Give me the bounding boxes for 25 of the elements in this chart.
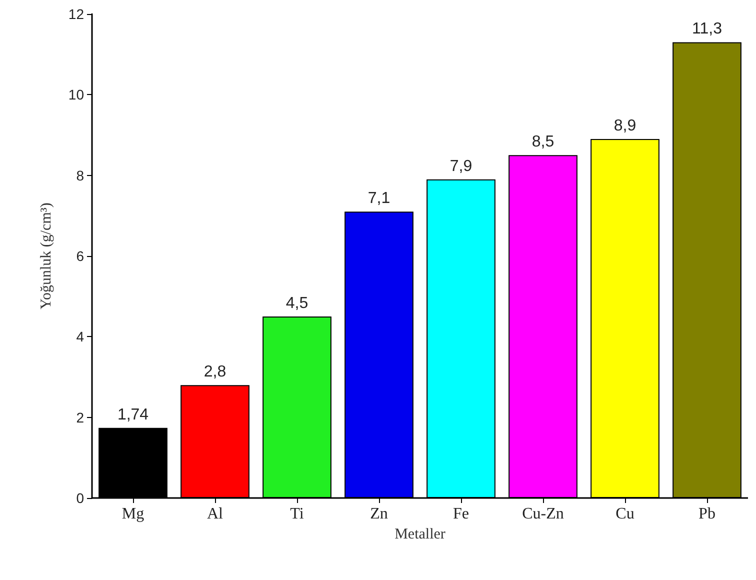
- x-tick-label: Fe: [453, 506, 469, 522]
- y-tick-label: 6: [76, 248, 84, 264]
- x-tick-label: Cu: [616, 506, 634, 522]
- y-tick-label: 2: [76, 409, 84, 426]
- data-label: 8,9: [614, 118, 636, 135]
- data-label: 8,5: [532, 134, 554, 151]
- y-tick-label: 12: [68, 6, 84, 22]
- data-label: 1,74: [117, 406, 149, 424]
- data-label: 7,1: [368, 190, 390, 208]
- x-tick-label: Cu-Zn: [522, 506, 564, 522]
- x-tick-label: Pb: [698, 506, 716, 522]
- y-axis-title: Yoğunluk (g/cm³): [38, 202, 54, 310]
- x-tick-label: Mg: [122, 506, 144, 522]
- y-tick-label: 8: [76, 167, 84, 184]
- data-label: 7,9: [450, 158, 472, 175]
- y-tick-label: 0: [76, 490, 84, 506]
- x-tick-label: Ti: [290, 506, 304, 522]
- data-label: 2,8: [204, 364, 226, 381]
- data-label: 11,3: [692, 20, 722, 38]
- x-tick-label: Al: [207, 506, 224, 522]
- x-axis-title: Metaller: [394, 526, 446, 542]
- x-tick-label: Zn: [370, 506, 388, 522]
- data-label: 4,5: [286, 295, 308, 312]
- y-tick-label: 10: [68, 86, 84, 103]
- y-tick-label: 4: [76, 328, 84, 345]
